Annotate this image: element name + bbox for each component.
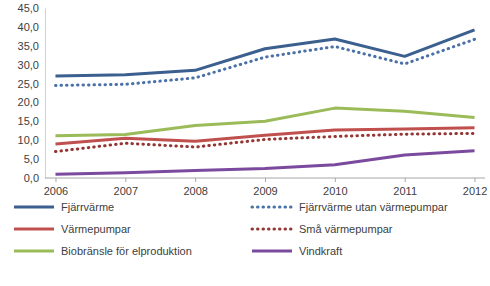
x-tick-mark: [195, 178, 196, 182]
x-tick-label: 2007: [114, 185, 138, 197]
x-tick-mark: [55, 178, 56, 182]
y-tick-label: 40,0: [18, 21, 39, 33]
legend-swatch: [14, 250, 54, 253]
legend-label: Fjärrvärme utan värmepumpar: [299, 201, 448, 213]
legend-label: Värmepumpar: [61, 223, 131, 235]
legend-item: Fjärrvärme: [14, 201, 114, 213]
x-tick: 2007: [114, 178, 138, 197]
x-tick: 2009: [253, 178, 277, 197]
y-tick: 25,0: [18, 78, 45, 90]
x-tick: 2008: [183, 178, 207, 197]
x-tick-label: 2009: [253, 185, 277, 197]
y-tick-label: 35,0: [18, 40, 39, 52]
legend-swatch: [14, 206, 54, 209]
y-tick: 0,0: [24, 172, 45, 184]
x-tick: 2010: [323, 178, 347, 197]
y-tick: 30,0: [18, 59, 45, 71]
x-tick: 2012: [463, 178, 487, 197]
legend-swatch: [252, 206, 292, 209]
x-tick: 2006: [44, 178, 68, 197]
x-tick-mark: [125, 178, 126, 182]
y-axis-line: [45, 9, 46, 179]
x-axis: 2006 2007 2008 2009 2010 2011 2012: [44, 178, 488, 197]
y-tick-label: 5,0: [24, 153, 39, 165]
x-tick-label: 2010: [323, 185, 347, 197]
y-tick-label: 15,0: [18, 115, 39, 127]
y-tick: 15,0: [18, 115, 45, 127]
x-tick-mark: [405, 178, 406, 182]
x-tick-label: 2006: [44, 185, 68, 197]
legend-swatch: [252, 250, 292, 253]
y-tick: 5,0: [24, 153, 45, 165]
legend-swatch: [14, 228, 54, 231]
plot-area: [55, 30, 474, 174]
y-tick: 20,0: [18, 96, 45, 108]
series-line: [55, 30, 474, 76]
legend-item: Biobränsle för elproduktion: [14, 245, 192, 257]
y-tick-label: 30,0: [18, 59, 39, 71]
x-tick: 2011: [393, 178, 417, 197]
legend-item: Vindkraft: [252, 245, 342, 257]
series-line: [55, 108, 474, 136]
x-tick-label: 2011: [393, 185, 417, 197]
x-tick-label: 2008: [183, 185, 207, 197]
y-tick: 40,0: [18, 21, 45, 33]
legend-item: Värmepumpar: [14, 223, 131, 235]
chart: 0,0 5,0 10,0 15,0 20,0 25,0 30,0 35,0 40,0 45,0 20…: [0, 0, 490, 286]
legend: Fjärrvärme Fjärrvärme utan värmepumpar Vär…: [14, 201, 448, 257]
y-tick-label: 10,0: [18, 134, 39, 146]
x-tick-mark: [265, 178, 266, 182]
legend-swatch: [252, 228, 292, 231]
legend-label: Fjärrvärme: [61, 201, 114, 213]
x-tick-label: 2012: [463, 185, 487, 197]
x-tick-mark: [335, 178, 336, 182]
legend-item: Fjärrvärme utan värmepumpar: [252, 201, 448, 213]
series-line: [55, 151, 474, 174]
legend-label: Små värmepumpar: [299, 223, 393, 235]
series-line: [55, 39, 474, 85]
y-tick-label: 45,0: [18, 2, 39, 14]
y-tick: 10,0: [18, 134, 45, 146]
y-axis: 0,0 5,0 10,0 15,0 20,0 25,0 30,0 35,0 40,0 45,0: [18, 2, 46, 184]
x-tick-mark: [475, 178, 476, 182]
legend-item: Små värmepumpar: [252, 223, 393, 235]
y-tick: 45,0: [18, 2, 45, 14]
legend-label: Vindkraft: [299, 245, 342, 257]
y-tick-label: 20,0: [18, 96, 39, 108]
legend-label: Biobränsle för elproduktion: [61, 245, 192, 257]
y-tick-label: 25,0: [18, 78, 39, 90]
y-tick-label: 0,0: [24, 172, 39, 184]
y-tick: 35,0: [18, 40, 45, 52]
